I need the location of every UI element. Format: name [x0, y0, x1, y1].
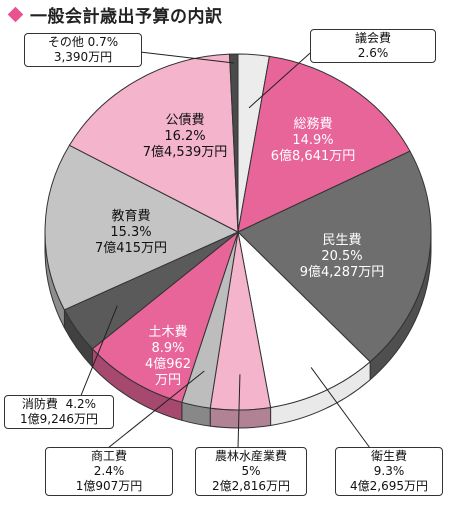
callout-gikai: 議会費 2.6% [310, 29, 436, 63]
leader-line [248, 45, 319, 109]
slice-label: 消防費 [21, 397, 58, 411]
slice-label-line: 15.3% [110, 225, 151, 240]
slice-label: その他 [47, 35, 84, 49]
slice-inner-label: 土木費 8.9% 4億962 万円 [145, 325, 191, 388]
pie-slice [237, 150, 432, 363]
leader-line [79, 305, 118, 399]
slice-label-line: 7億415万円 [95, 240, 167, 256]
callout-norin: 農林水産業費 5% 2億2,816万円 [195, 447, 307, 496]
slice-label-line: 土木費 [148, 325, 187, 340]
slice-inner-label: 教育費 15.3% 7億415万円 [95, 208, 167, 256]
slice-label: 議会費 [354, 31, 391, 45]
pie-slices [44, 53, 432, 411]
slice-label-line: 消防費 4.2% [11, 397, 107, 412]
leader-line [237, 374, 241, 449]
leader-line [310, 367, 371, 449]
slice-amount: 1億9,246万円 [20, 412, 98, 426]
slice-label-line: 8.9% [151, 341, 184, 356]
callout-shoko: 商工費 2.4% 1億907万円 [45, 447, 173, 496]
slice-inner-label: 公債費 16.2% 7億4,539万円 [143, 113, 228, 160]
slice-label-line: 20.5% [321, 249, 362, 264]
callout-shobo: 消防費 4.2% 1億9,246万円 [4, 395, 114, 429]
slice-inner-label: 総務費 14.9% 6億8,641万円 [271, 117, 356, 164]
slice-percent: 5% [241, 464, 261, 478]
slice-label: 農林水産業費 [214, 449, 287, 463]
slice-label-line: 万円 [155, 373, 181, 388]
pie-slice [91, 230, 240, 403]
slice-side [209, 406, 272, 429]
callout-eisei: 衛生費 9.3% 4億2,695万円 [335, 447, 443, 496]
slice-label-line: その他 0.7% [31, 35, 135, 50]
slice-label-line: 9億4,287万円 [300, 264, 385, 280]
slice-label-line: 6億8,641万円 [271, 148, 356, 164]
pie-slice [44, 144, 240, 311]
slice-inner-label: 民生費 20.5% 9億4,287万円 [300, 233, 385, 280]
slice-label-line: 14.9% [292, 133, 333, 148]
slice-label-line: 総務費 [293, 117, 332, 132]
pie-slice [237, 55, 411, 233]
pie-slice [68, 53, 239, 233]
chart-title: 一般会計歳出予算の内訳 [6, 3, 223, 27]
leader-line [139, 51, 235, 64]
slice-label: 衛生費 [370, 449, 407, 463]
callout-sonota: その他 0.7% 3,390万円 [24, 33, 142, 67]
slice-label-line: 4億962 [145, 356, 191, 372]
slice-label-line: 7億4,539万円 [143, 144, 228, 160]
leader-lines [79, 45, 371, 449]
slice-percent: 0.7% [87, 35, 119, 49]
leader-line [107, 370, 205, 449]
slice-percent: 2.4% [93, 464, 125, 478]
slice-amount: 1億907万円 [75, 479, 143, 493]
slice-amount: 3,390万円 [53, 50, 113, 64]
diamond-icon [7, 6, 24, 22]
pie-slice [228, 53, 239, 233]
slice-label-line: 民生費 [322, 233, 361, 248]
slice-percent: 4.2% [65, 397, 97, 411]
pie-slice [237, 230, 371, 409]
slice-label-line: 教育費 [111, 208, 150, 224]
slice-label: 商工費 [90, 449, 127, 463]
slice-label-line: 公債費 [165, 113, 204, 128]
slice-percent: 9.3% [373, 464, 405, 478]
slice-amount: 2億2,816万円 [212, 479, 290, 493]
chart-title-text: 一般会計歳出予算の内訳 [30, 6, 223, 27]
slice-label-line: 16.2% [164, 129, 205, 144]
slice-amount: 4億2,695万円 [350, 479, 428, 493]
slice-percent: 2.6% [357, 46, 389, 60]
